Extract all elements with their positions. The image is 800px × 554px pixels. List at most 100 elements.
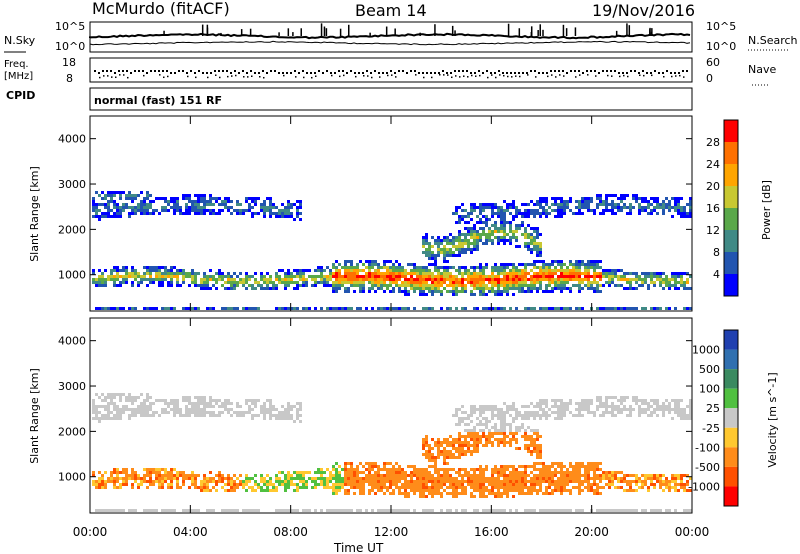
velocity-cell bbox=[191, 483, 194, 486]
power-cell bbox=[440, 251, 443, 254]
power-cell bbox=[674, 272, 677, 275]
velocity-cell bbox=[392, 477, 395, 480]
power-cell bbox=[614, 269, 617, 272]
velocity-cell bbox=[503, 411, 506, 414]
velocity-cell bbox=[536, 402, 539, 405]
power-cell bbox=[374, 290, 377, 293]
power-cell bbox=[560, 278, 563, 281]
power-cell bbox=[233, 307, 236, 310]
power-cell bbox=[539, 245, 542, 248]
velocity-cell bbox=[218, 399, 221, 402]
power-cell bbox=[479, 275, 482, 278]
power-cell bbox=[218, 269, 221, 272]
velocity-cell bbox=[533, 468, 536, 471]
freq-mark bbox=[614, 70, 616, 72]
power-cell bbox=[242, 278, 245, 281]
power-cell bbox=[404, 269, 407, 272]
power-cell bbox=[422, 269, 425, 272]
power-cell bbox=[473, 278, 476, 281]
velocity-cell bbox=[314, 477, 317, 480]
velocity-cell bbox=[650, 483, 653, 486]
power-cell bbox=[554, 197, 557, 200]
power-cell bbox=[656, 307, 659, 310]
power-cell bbox=[575, 275, 578, 278]
velocity-cell bbox=[644, 480, 647, 483]
velocity-cell bbox=[578, 402, 581, 405]
power-cell bbox=[596, 275, 599, 278]
power-cell bbox=[92, 215, 95, 218]
power-cell bbox=[185, 203, 188, 206]
velocity-cell bbox=[164, 474, 167, 477]
velocity-cell bbox=[263, 411, 266, 414]
power-cell bbox=[266, 287, 269, 290]
velocity-cell bbox=[566, 468, 569, 471]
power-cell bbox=[368, 269, 371, 272]
power-cell bbox=[455, 248, 458, 251]
velocity-cell bbox=[587, 474, 590, 477]
velocity-cell bbox=[464, 441, 467, 444]
velocity-cell bbox=[626, 474, 629, 477]
power-cell bbox=[305, 281, 308, 284]
power-cell bbox=[557, 260, 560, 263]
velocity-cell bbox=[356, 471, 359, 474]
velocity-cell bbox=[440, 468, 443, 471]
velocity-cell bbox=[293, 477, 296, 480]
velocity-cell bbox=[113, 393, 116, 396]
power-cell bbox=[587, 266, 590, 269]
power-cell bbox=[251, 275, 254, 278]
power-cell bbox=[116, 278, 119, 281]
power-cell bbox=[179, 212, 182, 215]
velocity-cell bbox=[209, 411, 212, 414]
velocity-cell bbox=[650, 477, 653, 480]
velocity-cell bbox=[428, 456, 431, 459]
power-cell bbox=[653, 209, 656, 212]
velocity-cell bbox=[146, 474, 149, 477]
velocity-cell bbox=[95, 483, 98, 486]
power-cell bbox=[470, 251, 473, 254]
velocity-cell bbox=[659, 405, 662, 408]
power-cell bbox=[479, 221, 482, 224]
power-cell bbox=[551, 209, 554, 212]
nave-mark bbox=[227, 75, 229, 78]
power-cell bbox=[299, 275, 302, 278]
power-cell bbox=[191, 200, 194, 203]
power-cell bbox=[572, 212, 575, 215]
velocity-cell bbox=[506, 486, 509, 489]
velocity-cell bbox=[161, 486, 164, 489]
velocity-cell bbox=[347, 489, 350, 492]
power-cell bbox=[431, 275, 434, 278]
velocity-cell bbox=[506, 474, 509, 477]
power-cell bbox=[584, 275, 587, 278]
power-cell bbox=[539, 287, 542, 290]
velocity-cell bbox=[518, 471, 521, 474]
power-cell bbox=[668, 281, 671, 284]
velocity-cell bbox=[236, 414, 239, 417]
power-cell bbox=[152, 281, 155, 284]
velocity-cell bbox=[284, 474, 287, 477]
velocity-cell bbox=[245, 509, 248, 512]
velocity-cell bbox=[329, 509, 332, 512]
velocity-cell bbox=[590, 489, 593, 492]
velocity-cell bbox=[230, 477, 233, 480]
power-cell bbox=[134, 275, 137, 278]
velocity-cell bbox=[497, 492, 500, 495]
power-cell bbox=[536, 275, 539, 278]
velocity-cell bbox=[341, 468, 344, 471]
velocity-cell bbox=[503, 402, 506, 405]
power-cell bbox=[113, 275, 116, 278]
velocity-cell bbox=[221, 486, 224, 489]
velocity-cell bbox=[227, 408, 230, 411]
velocity-cell bbox=[149, 471, 152, 474]
power-cell bbox=[614, 203, 617, 206]
velocity-cell bbox=[212, 486, 215, 489]
velocity-cell bbox=[251, 414, 254, 417]
power-cell bbox=[449, 251, 452, 254]
power-cell bbox=[641, 209, 644, 212]
velocity-cell bbox=[137, 486, 140, 489]
power-cell bbox=[368, 287, 371, 290]
power-cell bbox=[608, 284, 611, 287]
velocity-cell bbox=[674, 399, 677, 402]
power-cell bbox=[464, 209, 467, 212]
velocity-cell bbox=[458, 456, 461, 459]
